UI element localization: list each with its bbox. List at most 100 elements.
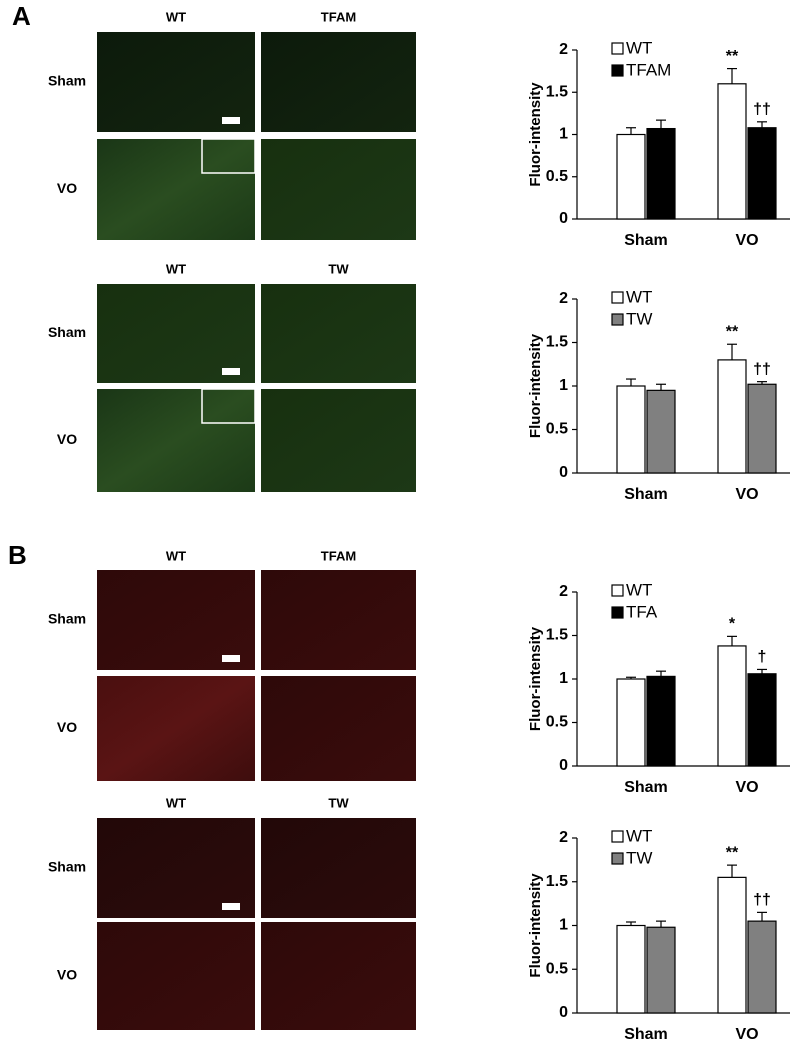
bar <box>646 675 676 767</box>
y-tick-label: 1.5 <box>546 627 568 644</box>
bar <box>646 127 676 220</box>
micrograph <box>261 818 416 918</box>
legend-swatch <box>611 606 624 619</box>
row-label: Sham <box>48 73 86 89</box>
inset <box>201 388 256 424</box>
column-label: TFAM <box>321 9 356 24</box>
x-tick-label: VO <box>735 779 758 796</box>
bar <box>616 133 646 220</box>
micrograph <box>97 139 255 240</box>
x-tick-label: VO <box>735 1026 758 1040</box>
significance-label: †† <box>753 361 771 378</box>
legend-swatch <box>611 584 624 597</box>
micrograph <box>261 284 416 383</box>
row-label: Sham <box>48 611 86 627</box>
micrograph <box>261 389 416 492</box>
significance-label: ** <box>726 48 739 65</box>
significance-label: † <box>758 649 767 666</box>
legend-label: WT <box>626 826 652 845</box>
legend-swatch <box>611 830 624 843</box>
bar <box>616 385 646 474</box>
bar <box>747 673 777 767</box>
y-tick-label: 0 <box>559 1004 568 1021</box>
y-tick-label: 1 <box>559 917 568 934</box>
scale-bar <box>222 655 240 662</box>
y-tick-label: 1.5 <box>546 334 568 351</box>
micrograph <box>97 922 255 1030</box>
legend-label: TFA <box>626 602 658 621</box>
bar <box>747 383 777 474</box>
bar <box>616 924 646 1014</box>
row-label: Sham <box>48 324 86 340</box>
column-label: TW <box>328 795 349 810</box>
bar <box>717 876 747 1014</box>
micrograph <box>97 570 255 670</box>
legend-swatch <box>611 64 624 77</box>
micrograph <box>97 389 255 492</box>
x-tick-label: Sham <box>624 1026 668 1040</box>
bar <box>717 83 747 220</box>
legend-swatch <box>611 291 624 304</box>
bar <box>747 920 777 1014</box>
legend-label: WT <box>626 287 652 306</box>
micrograph <box>97 32 255 132</box>
panel-label: A <box>12 1 31 31</box>
y-axis-label: Fluor-intensity <box>527 873 544 978</box>
scale-bar <box>222 117 240 124</box>
row-label: Sham <box>48 859 86 875</box>
significance-label: * <box>729 616 736 633</box>
micrograph <box>261 570 416 670</box>
scale-bar <box>222 903 240 910</box>
column-label: WT <box>166 548 186 563</box>
row-label: VO <box>57 180 77 196</box>
inset <box>201 138 256 174</box>
y-tick-label: 1 <box>559 126 568 143</box>
y-tick-label: 0.5 <box>546 421 568 438</box>
y-tick-label: 0.5 <box>546 168 568 185</box>
legend-swatch <box>611 42 624 55</box>
significance-label: ** <box>726 323 739 340</box>
legend-label: WT <box>626 38 652 57</box>
micrograph <box>97 284 255 383</box>
x-tick-label: Sham <box>624 232 668 249</box>
panel-label: B <box>8 540 27 570</box>
significance-label: ** <box>726 844 739 861</box>
micrograph <box>97 676 255 781</box>
y-tick-label: 0 <box>559 210 568 227</box>
y-tick-label: 1 <box>559 670 568 687</box>
column-label: TFAM <box>321 548 356 563</box>
x-tick-label: Sham <box>624 486 668 503</box>
column-label: TW <box>328 261 349 276</box>
y-axis-label: Fluor-intensity <box>527 626 544 731</box>
legend-label: WT <box>626 580 652 599</box>
legend-label: TW <box>626 309 652 328</box>
x-tick-label: VO <box>735 486 758 503</box>
y-axis-label: Fluor-intensity <box>527 82 544 187</box>
column-label: WT <box>166 795 186 810</box>
y-tick-label: 2 <box>559 583 568 600</box>
bar <box>717 359 747 474</box>
legend-label: TFAM <box>626 60 671 79</box>
row-label: VO <box>57 967 77 983</box>
scale-bar <box>222 368 240 375</box>
bar <box>646 389 676 474</box>
y-tick-label: 0.5 <box>546 714 568 731</box>
y-tick-label: 2 <box>559 829 568 846</box>
y-tick-label: 1 <box>559 377 568 394</box>
y-tick-label: 0 <box>559 464 568 481</box>
y-tick-label: 2 <box>559 41 568 58</box>
y-axis-label: Fluor-intensity <box>527 333 544 438</box>
y-tick-label: 0.5 <box>546 960 568 977</box>
bar <box>646 926 676 1014</box>
legend-label: TW <box>626 848 652 867</box>
y-tick-label: 2 <box>559 290 568 307</box>
column-label: WT <box>166 261 186 276</box>
x-tick-label: VO <box>735 232 758 249</box>
micrograph <box>97 818 255 918</box>
y-tick-label: 0 <box>559 757 568 774</box>
micrograph <box>261 32 416 132</box>
column-label: WT <box>166 9 186 24</box>
y-tick-label: 1.5 <box>546 83 568 100</box>
bar <box>717 645 747 767</box>
